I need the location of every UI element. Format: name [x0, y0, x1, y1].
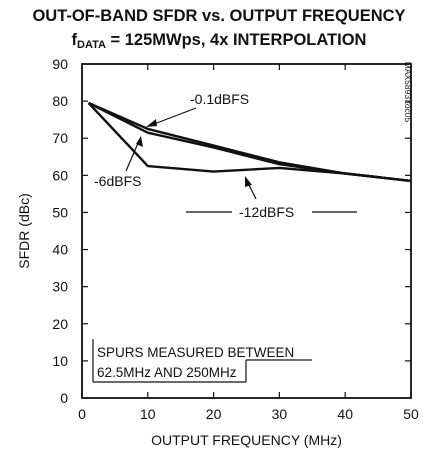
series-line-2	[87, 102, 412, 183]
title-suffix: = 125MWps, 4x INTERPOLATION	[105, 31, 367, 49]
watermark-text: MAX5893 toc05	[403, 62, 413, 123]
plot-frame	[81, 63, 412, 399]
y-tick-label: 0	[60, 390, 68, 406]
arrow-head	[136, 136, 143, 147]
y-tick-label: 30	[52, 279, 68, 295]
x-tick-label: 10	[140, 406, 156, 422]
y-tick-label: 70	[52, 130, 68, 146]
y-tick-label: 40	[52, 242, 68, 258]
y-tick-label: 90	[52, 56, 68, 72]
y-tick-label: 50	[52, 204, 68, 220]
title-f: f	[71, 31, 78, 49]
title-subscript: DATA	[77, 39, 106, 51]
x-axis-label: OUTPUT FREQUENCY (MHz)	[151, 432, 342, 448]
y-tick-label: 60	[52, 167, 68, 183]
x-tick-label: 40	[337, 406, 353, 422]
arrow-head	[146, 119, 157, 127]
chart-title-line1: OUT-OF-BAND SFDR vs. OUTPUT FREQUENCY	[32, 7, 406, 25]
x-tick-label: 20	[206, 406, 222, 422]
x-tick-label: 0	[78, 406, 86, 422]
label-0.1dbfs: -0.1dBFS	[190, 91, 249, 107]
y-tick-label: 20	[52, 316, 68, 332]
label-12dbfs: -12dBFS	[239, 204, 294, 220]
y-tick-label: 80	[52, 93, 68, 109]
y-tick-label: 10	[52, 353, 68, 369]
x-tick-label: 30	[272, 406, 288, 422]
arrow-head	[245, 176, 252, 187]
note-line2: 62.5MHz AND 250MHz	[97, 365, 237, 380]
chart-title-line2: fDATA = 125MWps, 4x INTERPOLATION	[0, 30, 438, 55]
leader-line	[148, 107, 197, 127]
x-tick-label: 50	[403, 406, 419, 422]
y-axis-label: SFDR (dBc)	[16, 193, 32, 268]
note-line1: SPURS MEASURED BETWEEN	[97, 345, 294, 360]
leader-line	[125, 140, 140, 172]
label-6dbfs: -6dBFS	[94, 173, 141, 189]
